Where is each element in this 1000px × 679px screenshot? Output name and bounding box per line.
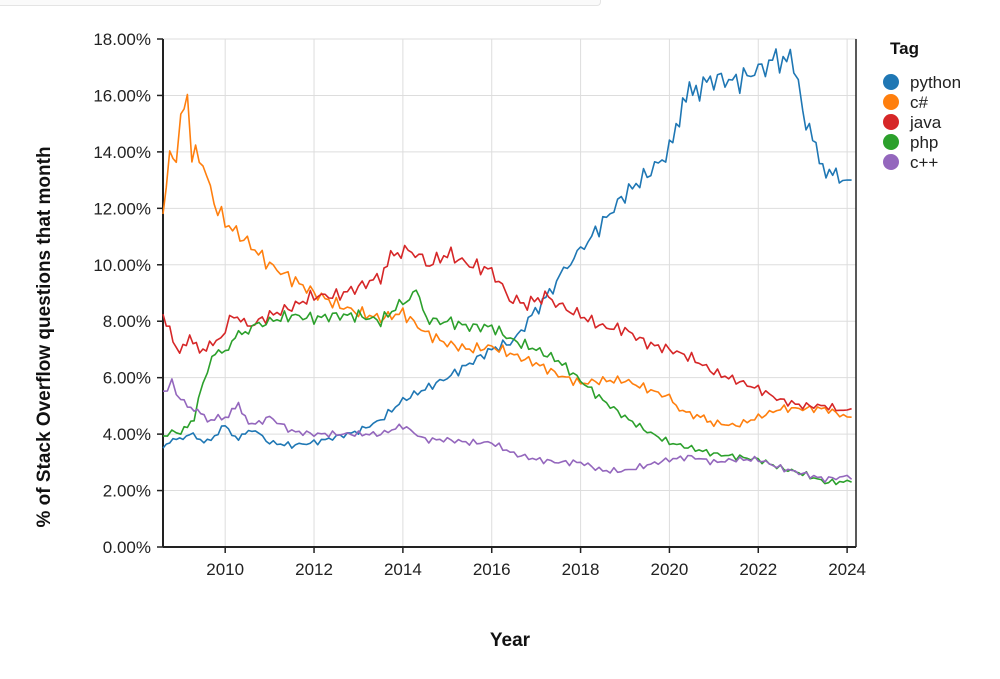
y-axis-title: % of Stack Overflow questions that month <box>34 146 55 527</box>
y-tick-label: 4.00% <box>103 425 151 444</box>
y-tick-label: 18.00% <box>93 30 151 49</box>
y-tick-label: 8.00% <box>103 312 151 331</box>
y-tick-label: 16.00% <box>93 86 151 105</box>
y-tick-label: 12.00% <box>93 199 151 218</box>
series-lines <box>162 48 853 486</box>
legend-swatch <box>883 94 899 110</box>
legend-swatch <box>883 74 899 90</box>
x-axis: 2010 2012 2014 2016 2018 2020 2022 2024 <box>163 39 866 579</box>
x-axis-title: Year <box>490 630 531 651</box>
legend-title: Tag <box>890 39 919 58</box>
x-tick-label: 2022 <box>739 560 777 579</box>
x-tick-label: 2020 <box>651 560 689 579</box>
legend-label: python <box>910 73 961 92</box>
series-line-csharp <box>162 93 852 428</box>
y-tick-label: 6.00% <box>103 369 151 388</box>
legend-label: c++ <box>910 153 938 172</box>
y-tick-label: 0.00% <box>103 538 151 557</box>
y-tick-label: 2.00% <box>103 482 151 501</box>
x-tick-label: 2016 <box>473 560 511 579</box>
legend-swatch <box>883 114 899 130</box>
top-strip <box>0 0 601 6</box>
y-tick-label: 14.00% <box>93 143 151 162</box>
legend-swatch <box>883 134 899 150</box>
series-line-java <box>162 244 852 412</box>
x-tick-label: 2010 <box>206 560 244 579</box>
legend-label: c# <box>910 93 929 112</box>
plot-frame <box>162 38 857 548</box>
x-tick-label: 2024 <box>828 560 866 579</box>
legend-swatch <box>883 154 899 170</box>
legend-label: php <box>910 133 938 152</box>
legend-label: java <box>909 113 942 132</box>
y-axis: 0.00% 2.00% 4.00% 6.00% 8.00% 10.00% 12.00% 14.… <box>93 30 164 557</box>
series-line-cplusplus <box>162 378 853 484</box>
y-tick-label: 10.00% <box>93 256 151 275</box>
grid <box>162 38 857 548</box>
x-tick-label: 2012 <box>295 560 333 579</box>
series-line-php <box>162 289 852 486</box>
series-line-python <box>162 48 852 449</box>
x-tick-label: 2018 <box>562 560 600 579</box>
x-tick-label: 2014 <box>384 560 422 579</box>
